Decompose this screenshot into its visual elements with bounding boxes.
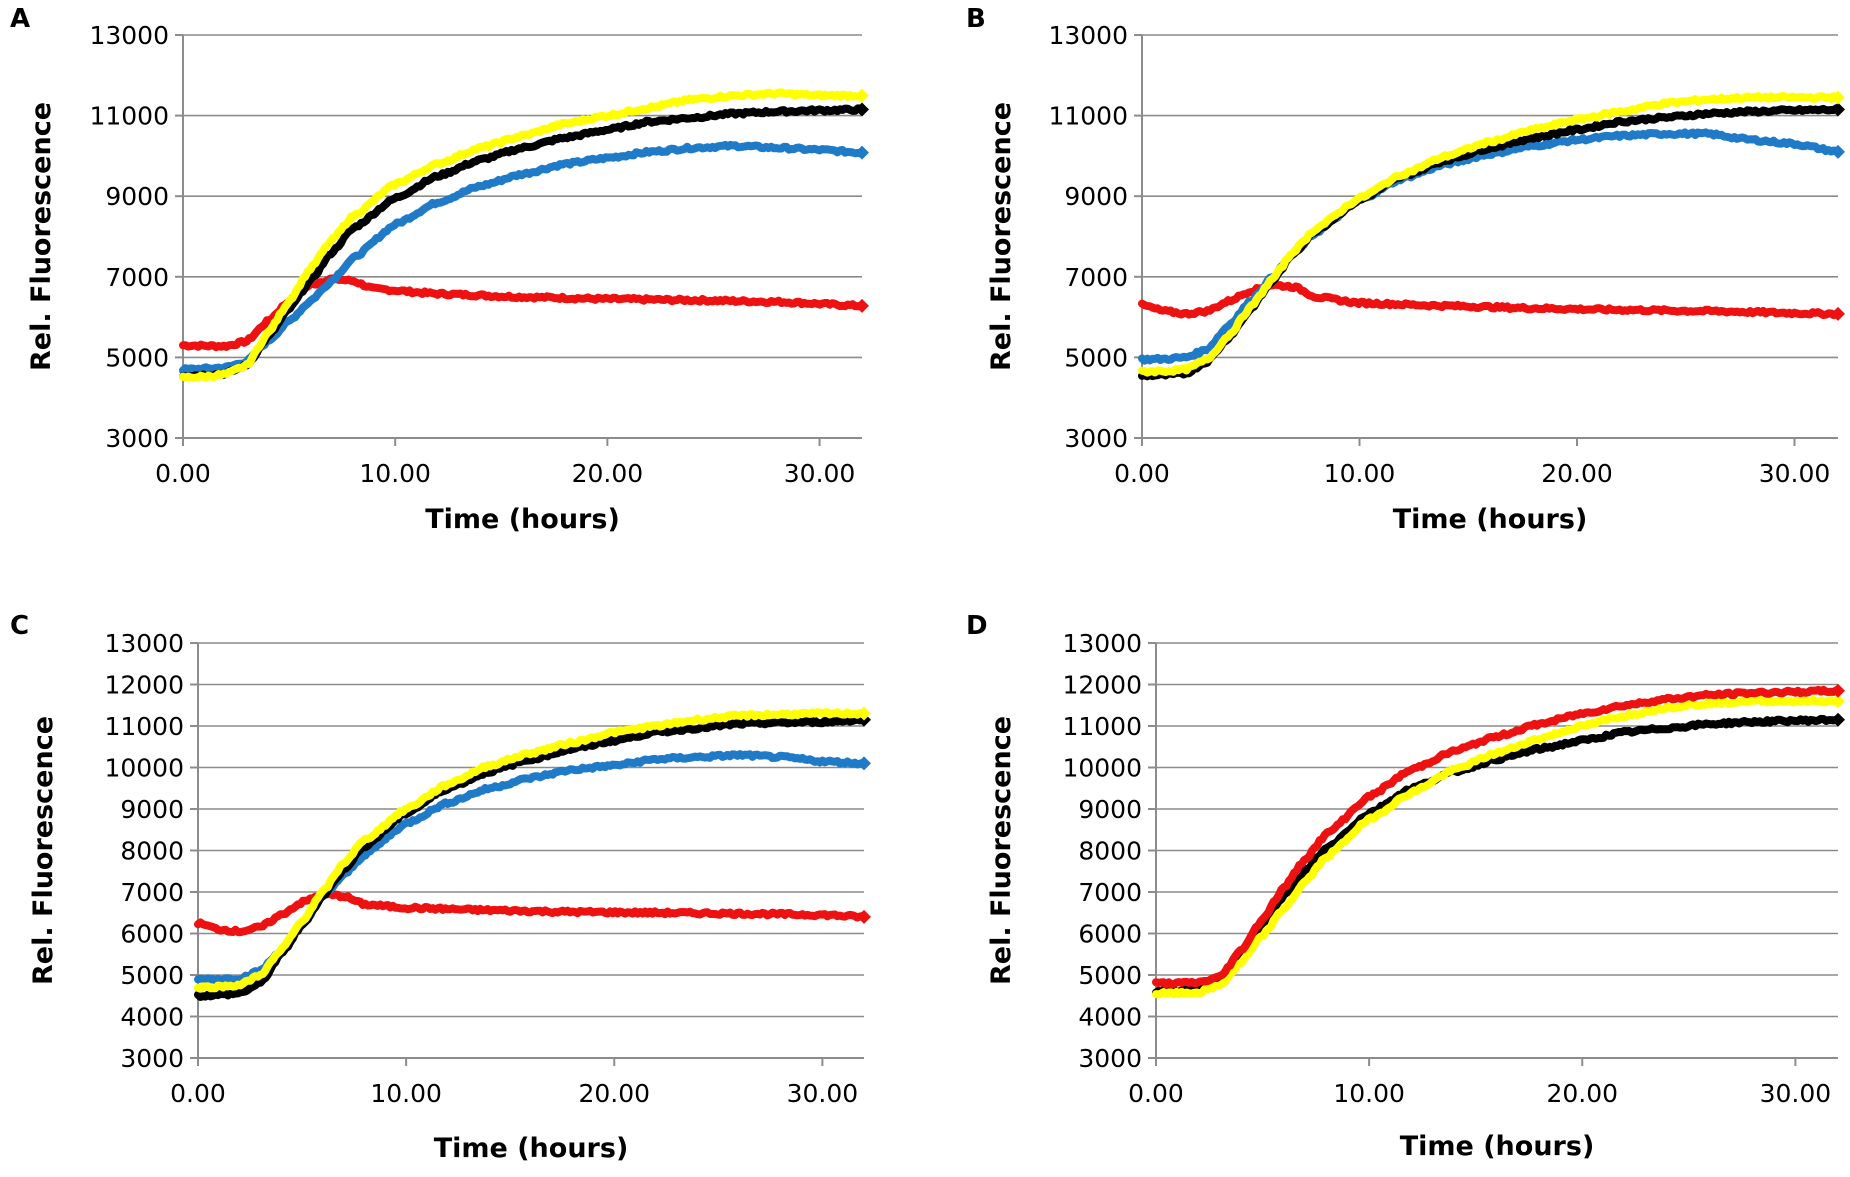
x-tick-label: 20.00 xyxy=(578,1079,650,1108)
x-axis-title: Time (hours) xyxy=(1400,1131,1595,1162)
series-end-marker xyxy=(857,909,871,924)
x-tick-label: 30.00 xyxy=(1760,1079,1832,1108)
y-tick-label: 11000 xyxy=(104,712,184,741)
y-tick-label: 5000 xyxy=(120,961,184,990)
series-yellow xyxy=(1152,695,1841,999)
series-red xyxy=(194,888,867,937)
y-tick-label: 11000 xyxy=(89,102,169,131)
series-end-marker xyxy=(1831,712,1845,727)
y-tick-label: 9000 xyxy=(105,182,169,211)
y-axis-title: Rel. Fluorescence xyxy=(986,102,1017,371)
y-tick-label: 7000 xyxy=(120,878,184,907)
chart-panel-a: A 3000 5000 7000 9000 11000 13000 0.00 10.00 20.0… xyxy=(10,4,869,535)
x-tick-label: 20.00 xyxy=(572,459,644,488)
x-tick-label: 10.00 xyxy=(370,1079,442,1108)
y-tick-label: 5000 xyxy=(105,343,169,372)
y-tick-label: 13000 xyxy=(1062,629,1142,658)
series-end-marker xyxy=(857,756,871,771)
x-tick-label: 20.00 xyxy=(1546,1079,1618,1108)
x-tick-label: 30.00 xyxy=(787,1079,859,1108)
y-tick-label: 5000 xyxy=(1078,961,1142,990)
y-tick-label: 3000 xyxy=(105,424,169,453)
series-end-marker xyxy=(855,102,869,117)
y-tick-label: 11000 xyxy=(1048,102,1128,131)
series-black xyxy=(1152,714,1841,997)
y-axis-title: Rel. Fluorescence xyxy=(28,716,59,985)
x-tick-label: 0.00 xyxy=(1114,459,1170,488)
y-tick-label: 3000 xyxy=(1078,1044,1142,1073)
y-tick-label: 4000 xyxy=(120,1003,184,1032)
x-axis-title: Time (hours) xyxy=(425,504,620,535)
x-tick-label: 10.00 xyxy=(1324,459,1396,488)
y-tick-label: 9000 xyxy=(1064,182,1128,211)
x-tick-label: 30.00 xyxy=(784,459,856,488)
y-tick-label: 8000 xyxy=(120,837,184,866)
series-end-marker xyxy=(1831,102,1845,117)
y-tick-label: 5000 xyxy=(1064,343,1128,372)
y-tick-label: 9000 xyxy=(120,795,184,824)
y-axis-title: Rel. Fluorescence xyxy=(986,716,1017,985)
series-red xyxy=(1138,280,1841,320)
y-tick-label: 13000 xyxy=(1048,21,1128,50)
x-tick-label: 10.00 xyxy=(1333,1079,1405,1108)
chart-panel-c: C 3000 4000 5000 6000 7000 8000 9000 10000 11000 1… xyxy=(10,611,871,1164)
y-tick-label: 6000 xyxy=(1078,920,1142,949)
y-tick-label: 8000 xyxy=(1078,837,1142,866)
series-yellow xyxy=(179,88,865,382)
series-end-marker xyxy=(1831,683,1845,698)
x-axis-title: Time (hours) xyxy=(434,1133,629,1164)
series-black xyxy=(1138,104,1841,381)
panel-letter: B xyxy=(966,4,986,34)
panel-letter: A xyxy=(10,4,30,34)
series-red xyxy=(1152,685,1841,989)
x-tick-label: 20.00 xyxy=(1541,459,1613,488)
chart-panel-d: D 3000 4000 5000 6000 7000 8000 9000 10000 11000 1… xyxy=(966,611,1845,1162)
y-tick-label: 10000 xyxy=(104,754,184,783)
series-end-marker xyxy=(1831,90,1845,105)
y-tick-label: 3000 xyxy=(120,1044,184,1073)
x-tick-label: 0.00 xyxy=(1128,1079,1184,1108)
y-tick-label: 11000 xyxy=(1062,712,1142,741)
x-tick-label: 0.00 xyxy=(170,1079,226,1108)
y-tick-label: 12000 xyxy=(1062,671,1142,700)
series-end-marker xyxy=(1831,306,1845,321)
series-end-marker xyxy=(1831,694,1845,709)
panel-letter: C xyxy=(10,611,29,641)
x-tick-label: 10.00 xyxy=(359,459,431,488)
y-tick-label: 6000 xyxy=(120,920,184,949)
x-tick-label: 0.00 xyxy=(155,459,211,488)
y-tick-label: 4000 xyxy=(1078,1003,1142,1032)
series-blue xyxy=(179,140,865,375)
y-tick-label: 7000 xyxy=(105,263,169,292)
x-tick-label: 30.00 xyxy=(1759,459,1831,488)
series-end-marker xyxy=(857,706,871,721)
y-axis-title: Rel. Fluorescence xyxy=(26,102,57,371)
y-tick-label: 3000 xyxy=(1064,424,1128,453)
y-tick-label: 9000 xyxy=(1078,795,1142,824)
y-tick-label: 7000 xyxy=(1064,263,1128,292)
series-black xyxy=(194,715,867,1001)
y-tick-label: 12000 xyxy=(104,671,184,700)
panel-letter: D xyxy=(966,611,988,641)
x-axis-title: Time (hours) xyxy=(1393,504,1588,535)
series-end-marker xyxy=(1831,144,1845,159)
y-tick-label: 13000 xyxy=(89,21,169,50)
series-end-marker xyxy=(855,145,869,160)
series-blue xyxy=(1138,128,1841,365)
y-tick-label: 10000 xyxy=(1062,754,1142,783)
series-blue xyxy=(194,750,867,985)
y-tick-label: 13000 xyxy=(104,629,184,658)
series-yellow xyxy=(194,708,867,993)
y-tick-label: 7000 xyxy=(1078,878,1142,907)
chart-panel-b: B 3000 5000 7000 9000 11000 13000 0.00 10.00 20.0… xyxy=(966,4,1845,535)
series-end-marker xyxy=(855,88,869,103)
series-yellow xyxy=(1138,92,1841,377)
series-end-marker xyxy=(855,298,869,313)
